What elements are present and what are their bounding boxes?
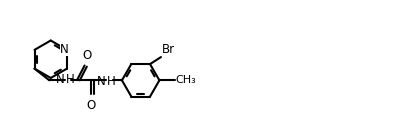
Text: O: O: [82, 49, 91, 62]
Text: N: N: [55, 73, 64, 86]
Text: N: N: [97, 75, 105, 88]
Text: N: N: [60, 43, 69, 56]
Text: O: O: [87, 99, 96, 112]
Text: H: H: [107, 75, 115, 88]
Text: CH₃: CH₃: [175, 75, 196, 85]
Text: Br: Br: [161, 43, 174, 56]
Text: H: H: [66, 73, 74, 86]
